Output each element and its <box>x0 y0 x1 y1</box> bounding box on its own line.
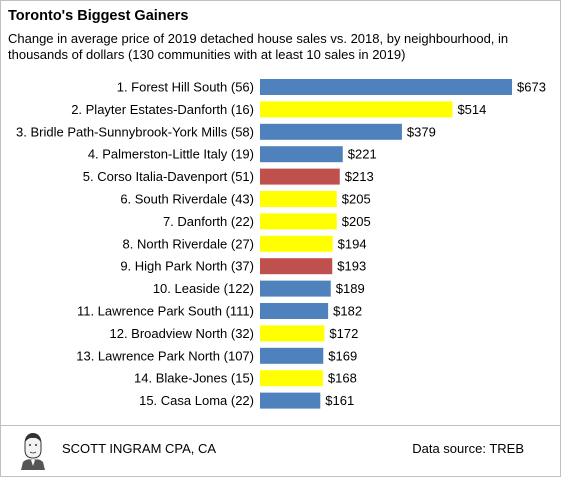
bar <box>260 146 343 163</box>
bar <box>260 213 337 230</box>
bar <box>260 347 324 364</box>
category-label: 8. North Riverdale (27) <box>123 236 255 251</box>
value-label: $189 <box>336 281 365 296</box>
value-label: $221 <box>348 147 377 162</box>
category-label: 11. Lawrence Park South (111) <box>77 304 254 319</box>
category-label: 15. Casa Loma (22) <box>139 393 254 408</box>
category-label: 6. South Riverdale (43) <box>120 192 254 207</box>
value-label: $205 <box>342 214 371 229</box>
footer-divider <box>0 425 561 426</box>
category-label: 5. Corso Italia-Davenport (51) <box>83 169 254 184</box>
value-label: $514 <box>457 102 486 117</box>
value-label: $213 <box>345 169 374 184</box>
category-label: 9. High Park North (37) <box>120 259 254 274</box>
category-label: 3. Bridle Path-Sunnybrook-York Mills (58… <box>16 124 254 139</box>
bar <box>260 280 331 297</box>
bar <box>260 168 340 185</box>
bar <box>260 258 333 275</box>
value-label: $182 <box>333 304 362 319</box>
category-label: 12. Broadview North (32) <box>109 326 254 341</box>
value-label: $205 <box>342 192 371 207</box>
bar <box>260 392 321 409</box>
data-source: Data source: TREB <box>412 441 524 456</box>
category-label: 7. Danforth (22) <box>163 214 254 229</box>
bar <box>260 191 337 207</box>
bar <box>260 235 333 252</box>
value-label: $193 <box>337 259 366 274</box>
value-label: $168 <box>328 371 357 386</box>
chart-title: Toronto's Biggest Gainers <box>8 8 189 24</box>
category-label: 13. Lawrence Park North (107) <box>76 348 254 363</box>
bar <box>260 303 329 319</box>
category-label: 14. Blake-Jones (15) <box>134 371 254 386</box>
author-credit: SCOTT INGRAM CPA, CA <box>62 441 217 456</box>
bar-chart: 1. Forest Hill South (56) $673 2. Playter … <box>16 79 546 409</box>
value-label: $673 <box>517 80 546 95</box>
value-label: $379 <box>407 124 436 139</box>
category-label: 4. Palmerston-Little Italy (19) <box>88 147 254 162</box>
category-label: 2. Playter Estates-Danforth (16) <box>71 102 254 117</box>
category-label: 10. Leaside (122) <box>153 281 254 296</box>
value-label: $172 <box>329 326 358 341</box>
bar <box>260 123 402 140</box>
category-label: 1. Forest Hill South (56) <box>117 80 254 95</box>
value-label: $161 <box>325 393 354 408</box>
bar <box>260 325 325 342</box>
bar <box>260 101 453 118</box>
bar <box>260 79 512 95</box>
value-label: $194 <box>338 236 367 251</box>
chart-subtitle: Change in average price of 2019 detached… <box>8 31 509 62</box>
bar <box>260 370 323 387</box>
value-label: $169 <box>328 348 357 363</box>
author-portrait-icon <box>17 430 49 470</box>
